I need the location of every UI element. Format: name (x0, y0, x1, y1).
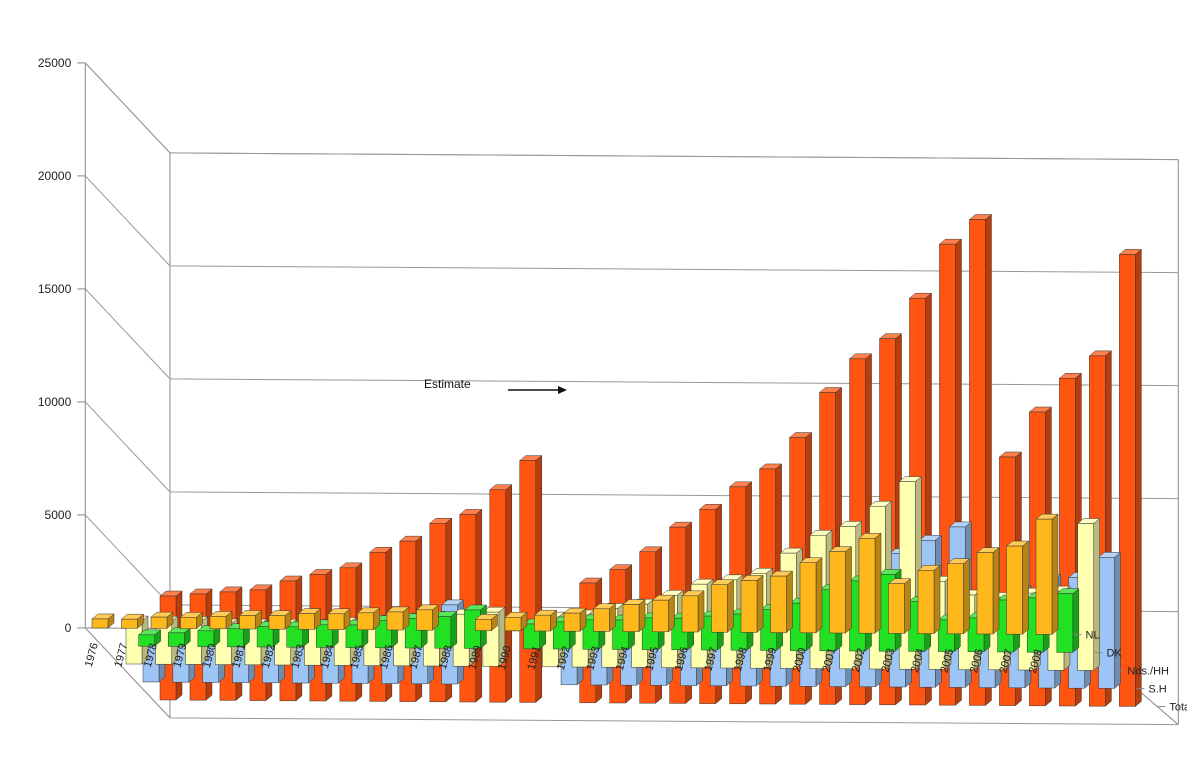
estimate-arrowhead (558, 386, 567, 394)
bar-nl-1989 (474, 613, 499, 632)
bar-nl-1987 (415, 604, 440, 631)
bar-dk-1977 (137, 629, 162, 647)
bar-nl-2008 (1035, 513, 1059, 635)
bar-nl-1998 (740, 574, 764, 633)
y-tick-label: 0 (65, 621, 72, 635)
series-axis: NL DK Nds./HH S.HTotal (1073, 630, 1187, 714)
bar-nl-1986 (386, 606, 410, 631)
bar-nl-1999 (769, 570, 794, 634)
bar-nl-1995 (651, 594, 676, 633)
bar-nds-hh-2008 (1076, 517, 1101, 671)
gridline (84, 288, 1179, 387)
bar-dk-1987 (434, 611, 458, 649)
gridline (84, 627, 1179, 726)
bar-nl-2004 (917, 564, 941, 635)
bar-nl-2005 (946, 558, 971, 635)
bar-nl-1983 (297, 608, 322, 630)
bar-dk-1978 (167, 627, 191, 647)
y-axis: 0 5000 10000 15000 20000 25000 (38, 56, 86, 635)
bar-nl-2003 (887, 578, 912, 634)
bar-nl-1982 (268, 610, 292, 630)
gridline (84, 62, 1179, 161)
bar-nl-2002 (858, 532, 882, 634)
y-tick-label: 25000 (38, 56, 72, 70)
gridline (84, 175, 1179, 274)
bar-nl-1978 (150, 611, 174, 629)
bar-nl-2000 (799, 557, 823, 634)
bar-nl-1990 (504, 611, 528, 632)
series-label: Total (1169, 702, 1187, 714)
estimate-label: Estimate (424, 377, 471, 391)
y-tick-label: 20000 (38, 169, 72, 183)
x-tick-label: 1976 (83, 642, 101, 669)
bar-nl-1981 (238, 609, 263, 630)
bar-nl-1994 (622, 598, 646, 633)
bar-nl-1984 (327, 608, 351, 631)
bar-nl-2006 (976, 547, 1000, 635)
bar-nl-1979 (179, 611, 204, 630)
bar-nl-1980 (209, 610, 233, 630)
bar-nl-1976 (91, 613, 115, 629)
bar-nl-1985 (356, 607, 381, 631)
bar-nl-1993 (592, 603, 617, 632)
bar-nl-1991 (533, 609, 558, 632)
bar-dk-2008 (1056, 588, 1080, 653)
y-tick-label: 15000 (38, 282, 72, 296)
y-tick-label: 10000 (38, 395, 72, 409)
gridline (84, 401, 1179, 500)
bars (91, 213, 1143, 707)
series-label: Nds./HH (1127, 666, 1169, 678)
bar-s-h-2008 (1097, 551, 1122, 689)
bar-nl-2001 (828, 546, 853, 634)
bar-nl-1996 (681, 590, 705, 633)
y-tick-label: 5000 (45, 508, 72, 522)
bar-nl-2007 (1005, 540, 1030, 635)
bar-nl-1992 (563, 607, 587, 632)
series-label: NL (1086, 630, 1100, 642)
bar-nl-1997 (710, 579, 735, 633)
series-label: S.H (1148, 684, 1166, 696)
bar-dk-1979 (197, 625, 221, 648)
bar-nl-1977 (120, 613, 145, 629)
bar-total-2008 (1118, 248, 1143, 707)
series-label: DK (1106, 648, 1122, 660)
estimate-annotation: Estimate (424, 377, 567, 394)
